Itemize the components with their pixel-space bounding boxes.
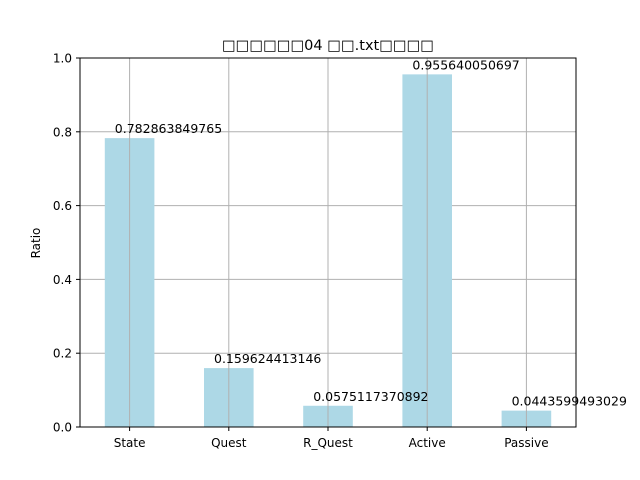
data-label: 0.955640050697 <box>412 57 519 72</box>
data-label: 0.159624413146 <box>214 351 321 366</box>
y-tick-label: 1.0 <box>53 52 72 66</box>
data-label: 0.0575117370892 <box>313 389 428 404</box>
y-tick-label: 0.8 <box>53 125 72 139</box>
data-labels: 0.782863849765 0.159624413146 0.0575117370… <box>115 57 627 408</box>
x-tick-label: R_Quest <box>303 436 353 450</box>
y-tick-label: 0.4 <box>53 273 72 287</box>
x-tick-label: State <box>114 436 146 450</box>
y-axis-label: Ratio <box>29 228 43 259</box>
x-tick-label: Active <box>409 436 446 450</box>
x-tick-label: Quest <box>211 436 247 450</box>
y-tick-label: 0.0 <box>53 421 72 435</box>
y-tick-label: 0.2 <box>53 347 72 361</box>
x-tick-label: Passive <box>504 436 548 450</box>
chart-title: □□□□□□04 □□.txt□□□□ <box>222 38 434 54</box>
data-label: 0.782863849765 <box>115 121 222 136</box>
y-tick-label: 0.6 <box>53 199 72 213</box>
data-label: 0.0443599493029 <box>512 394 627 409</box>
vertical-grid-lines <box>129 58 527 427</box>
axis-ticks: 0.0 0.2 0.4 0.6 0.8 1.0 State Quest R_Quest Activ… <box>53 52 549 451</box>
